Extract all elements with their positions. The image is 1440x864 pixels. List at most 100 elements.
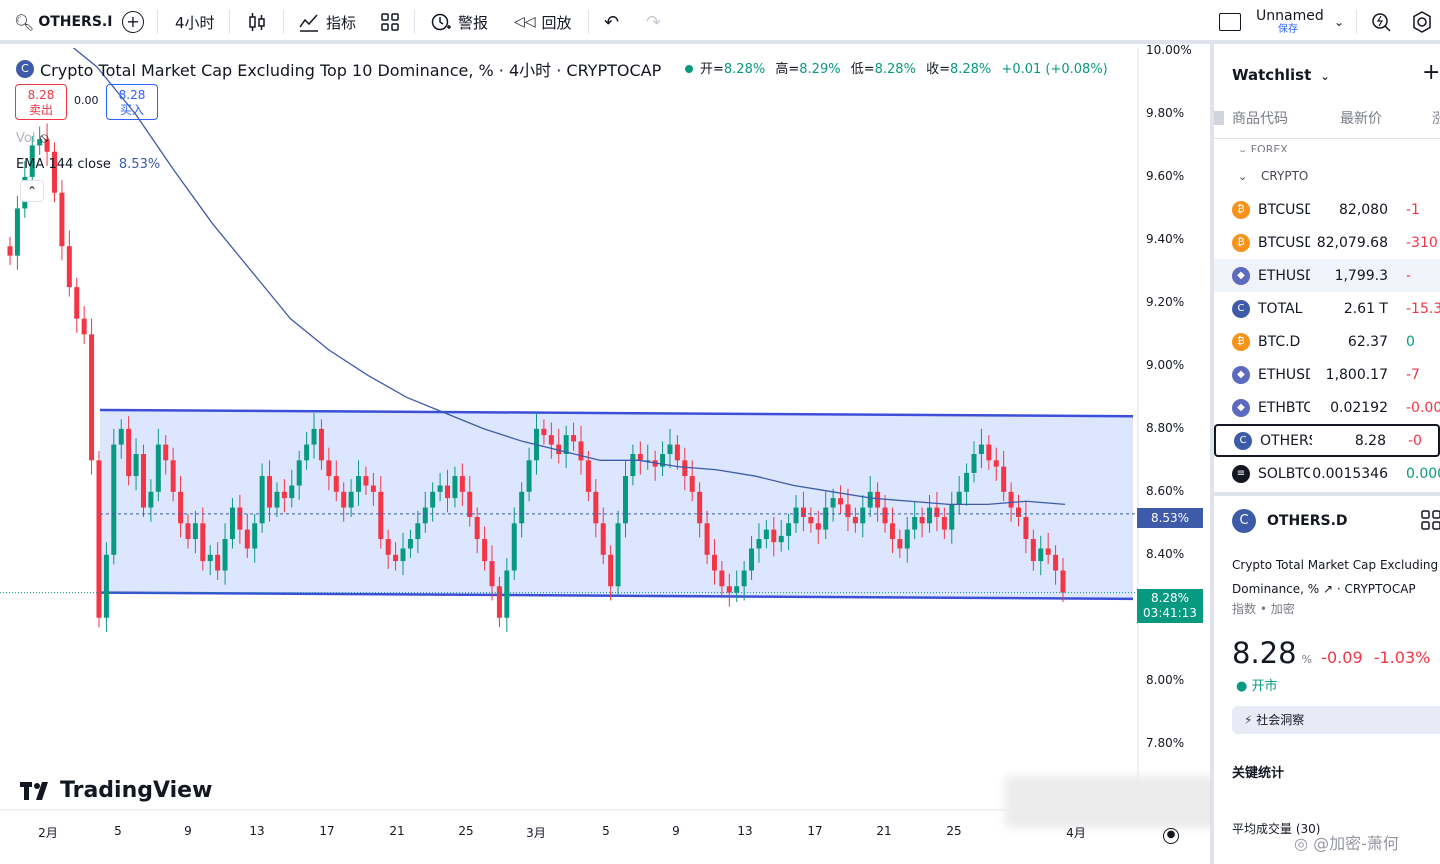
candle-body (96, 460, 102, 618)
col-change[interactable]: 涨 (1432, 111, 1440, 127)
gear-icon (1413, 11, 1431, 33)
replay-button[interactable]: ◁◁ 回放 (514, 0, 572, 44)
time-tick-label: 4月 (1066, 826, 1086, 840)
watchlist-row[interactable]: ₿ BTCUSD 82,079.68 -310 (1214, 226, 1440, 259)
candle-body (719, 570, 725, 587)
alert-button[interactable]: 警报 (430, 0, 488, 44)
undo-button[interactable]: ↶ (604, 0, 619, 44)
group-forex[interactable]: ⌄ FOREX (1238, 144, 1288, 152)
grid-icon (1421, 510, 1440, 530)
watermark: ◎ @加密-萧何 (1294, 830, 1399, 854)
quick-search-button[interactable] (1370, 0, 1392, 44)
layout-menu[interactable]: Unnamed 保存 (1256, 0, 1324, 44)
channel-upper-line (99, 408, 1134, 418)
candle-body (682, 460, 688, 477)
group-crypto[interactable]: ⌄ CRYPTO (1238, 169, 1308, 183)
external-link-icon[interactable]: ↗ (1323, 582, 1334, 596)
fullscreen-button[interactable] (1219, 0, 1241, 44)
candle-body (363, 476, 369, 486)
social-insights-button[interactable]: ⚡︎ 社会洞察 (1232, 706, 1440, 734)
candle-body (304, 444, 310, 461)
eye-off-icon[interactable]: ⦸ (39, 130, 49, 146)
ema-indicator-label[interactable]: EMA 144 close 8.53% (16, 157, 160, 172)
watchlist-change: -1 (1406, 201, 1420, 218)
chart-type-button[interactable] (246, 0, 268, 44)
time-tick-label: 13 (249, 824, 265, 838)
chart-pane[interactable]: C Crypto Total Market Cap Excluding Top … (0, 43, 1405, 864)
candle-body (422, 507, 428, 524)
layout-dropdown[interactable]: ⌄ (1334, 0, 1344, 44)
time-tick-label: 25 (946, 824, 962, 838)
col-last[interactable]: 最新价 (1340, 111, 1382, 127)
alert-label: 警报 (458, 13, 489, 32)
sell-button[interactable]: 8.28 卖出 (15, 84, 67, 120)
price-chart[interactable] (0, 48, 1210, 864)
volume-indicator-label[interactable]: Vol ⦸ (16, 130, 49, 146)
watchlist-row[interactable]: C TOTAL 2.61 T -15.3 (1214, 292, 1440, 325)
watchlist-row[interactable]: ◆ ETHBTC 0.02192 -0.000 (1214, 391, 1440, 424)
ethereum-icon: ◆ (1232, 398, 1250, 417)
candle-body (1053, 554, 1059, 571)
bitcoin-icon: ₿ (1232, 200, 1250, 219)
price-tick-label: 9.80% (1146, 105, 1185, 120)
watchlist-change: 0.0000 (1406, 465, 1440, 482)
symbol-search[interactable]: 🔍︎ OTHERS.I (14, 0, 112, 44)
symbol-label: OTHERS.I (38, 14, 113, 30)
watchlist-row[interactable]: C OTHERS 8.28 -0 (1214, 424, 1440, 457)
details-symbol[interactable]: OTHERS.D (1267, 513, 1348, 529)
templates-button[interactable] (380, 0, 400, 44)
cryptocap-icon: C (1234, 431, 1252, 450)
market-open-dot-icon (685, 65, 694, 73)
tradingview-mark-icon (20, 781, 48, 800)
candle-body (875, 491, 881, 508)
compare-button[interactable]: + (122, 0, 144, 44)
panel-divider[interactable] (1210, 44, 1214, 864)
indicators-label: 指标 (326, 13, 357, 32)
bar-countdown: 03:41:13 (1143, 606, 1197, 620)
cryptocap-icon: C (16, 60, 34, 78)
candle-body (852, 517, 858, 524)
rewind-icon: ◁◁ (514, 14, 536, 30)
goto-realtime-button[interactable]: ● (1163, 822, 1179, 844)
candle-body (133, 454, 139, 477)
watchlist-row[interactable]: ₿ BTCUSD 82,080 -1 (1214, 193, 1440, 226)
watchlist-row[interactable]: ◆ ETHUSD 1,800.17 -7 (1214, 358, 1440, 391)
symbol-legend[interactable]: C Crypto Total Market Cap Excluding Top … (16, 57, 694, 81)
collapse-legend-button[interactable]: ⌃ (20, 180, 44, 202)
indicators-button[interactable]: 指标 (298, 0, 356, 44)
watchlist-symbol: BTCUSD (1258, 234, 1310, 251)
buy-button[interactable]: 8.28 买入 (106, 84, 158, 120)
details-menu-button[interactable] (1421, 510, 1440, 534)
watchlist-row[interactable]: ◆ ETHUSD 1,799.3 - (1214, 259, 1440, 292)
candle-body (267, 476, 273, 508)
details-exchange[interactable]: CRYPTOCAP (1344, 582, 1416, 596)
time-tick-label: 3月 (526, 826, 546, 840)
col-symbol[interactable]: 商品代码 (1232, 111, 1288, 127)
sell-price: 8.28 (27, 88, 55, 102)
price-tick-label: 8.40% (1146, 546, 1185, 561)
channel-lower-line (99, 591, 1134, 601)
candle-body (445, 485, 451, 499)
details-name-line1: Crypto Total Market Cap Excluding Top 10 (1232, 558, 1440, 572)
watchlist-title[interactable]: Watchlist ⌄ (1232, 66, 1330, 84)
price-tick-label: 9.60% (1146, 168, 1185, 183)
candle-body (252, 523, 258, 549)
watermark-label: @加密-萧何 (1313, 834, 1399, 853)
settings-button[interactable] (1410, 0, 1434, 44)
candle-body (971, 454, 977, 473)
watchlist-row[interactable]: ₿ BTC.D 62.37 0 (1214, 325, 1440, 358)
candle-body (845, 504, 851, 517)
candle-body (318, 428, 324, 461)
candle-body (148, 491, 154, 508)
candle-body (215, 554, 221, 571)
add-symbol-button[interactable]: + (1422, 60, 1440, 85)
redo-button[interactable]: ↷ (646, 0, 661, 44)
interval-button[interactable]: 4小时 (175, 0, 215, 44)
candle-body (986, 444, 992, 461)
candle-body (593, 491, 599, 524)
candle-body (222, 539, 228, 571)
candle-body (556, 444, 562, 455)
watchlist-symbol: ETHUSD (1258, 267, 1310, 284)
candle-body (674, 444, 680, 461)
